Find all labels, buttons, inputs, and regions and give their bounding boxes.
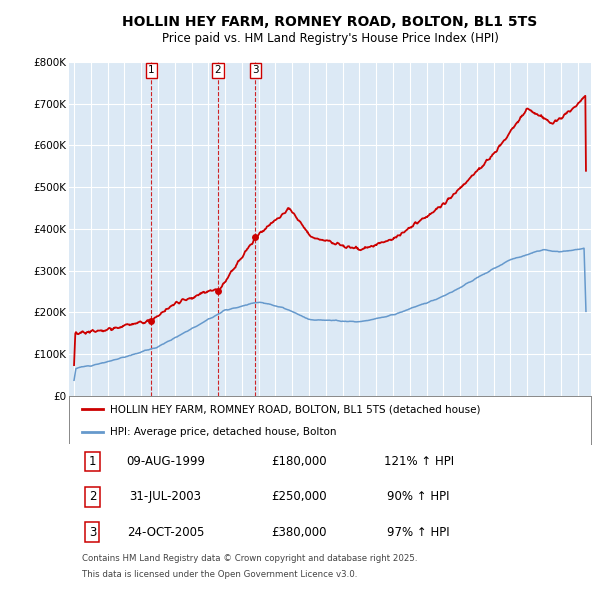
Text: 31-JUL-2003: 31-JUL-2003	[130, 490, 202, 503]
Text: 2: 2	[89, 490, 96, 503]
Text: 121% ↑ HPI: 121% ↑ HPI	[383, 455, 454, 468]
Text: 24-OCT-2005: 24-OCT-2005	[127, 526, 204, 539]
Text: £250,000: £250,000	[271, 490, 326, 503]
Text: £380,000: £380,000	[271, 526, 326, 539]
Text: 90% ↑ HPI: 90% ↑ HPI	[388, 490, 450, 503]
Text: 3: 3	[89, 526, 96, 539]
Text: 1: 1	[148, 65, 155, 76]
Text: Contains HM Land Registry data © Crown copyright and database right 2025.: Contains HM Land Registry data © Crown c…	[82, 555, 418, 563]
Text: HOLLIN HEY FARM, ROMNEY ROAD, BOLTON, BL1 5TS (detached house): HOLLIN HEY FARM, ROMNEY ROAD, BOLTON, BL…	[110, 404, 480, 414]
Text: Price paid vs. HM Land Registry's House Price Index (HPI): Price paid vs. HM Land Registry's House …	[161, 32, 499, 45]
Text: This data is licensed under the Open Government Licence v3.0.: This data is licensed under the Open Gov…	[82, 570, 358, 579]
Text: HPI: Average price, detached house, Bolton: HPI: Average price, detached house, Bolt…	[110, 427, 336, 437]
Text: HOLLIN HEY FARM, ROMNEY ROAD, BOLTON, BL1 5TS: HOLLIN HEY FARM, ROMNEY ROAD, BOLTON, BL…	[122, 15, 538, 30]
Text: 3: 3	[252, 65, 259, 76]
Text: 1: 1	[89, 455, 96, 468]
Text: £180,000: £180,000	[271, 455, 326, 468]
Text: 2: 2	[215, 65, 221, 76]
Text: 09-AUG-1999: 09-AUG-1999	[126, 455, 205, 468]
Text: 97% ↑ HPI: 97% ↑ HPI	[388, 526, 450, 539]
